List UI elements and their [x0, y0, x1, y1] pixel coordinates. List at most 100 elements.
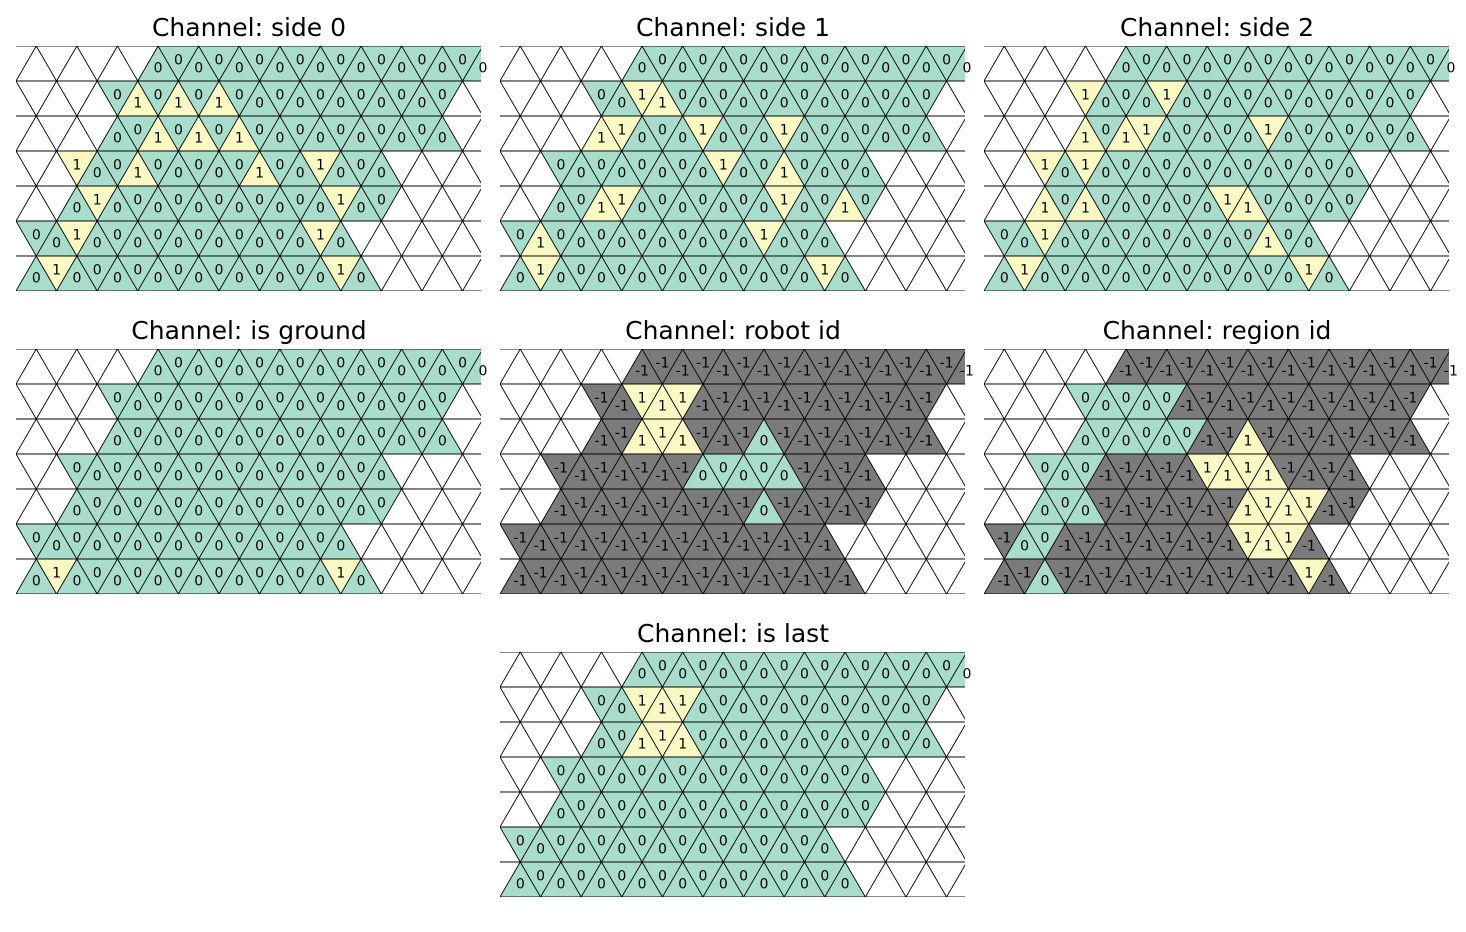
cell-value-label: 0: [902, 122, 911, 138]
cell-value-label: 0: [1264, 166, 1273, 182]
cell-value-label: -1: [798, 364, 812, 380]
cell-value-label: -1: [1322, 390, 1336, 406]
cell-value-label: -1: [798, 390, 812, 406]
cell-value-label: 0: [397, 87, 406, 103]
cell-value-label: 0: [800, 61, 809, 77]
cell-value-label: 0: [638, 667, 647, 683]
cell-value-label: 0: [133, 425, 142, 441]
cell-value-label: 0: [699, 469, 708, 485]
cell-value-label: 0: [72, 530, 81, 546]
cell-value-label: 0: [1446, 61, 1455, 77]
cell-value-label: 0: [556, 833, 565, 849]
cell-value-label: 0: [719, 271, 728, 287]
empty-triangle-cell: [1451, 81, 1466, 116]
empty-triangle-cell: [439, 757, 480, 792]
cell-value-label: 0: [215, 355, 224, 371]
cell-value-label: 0: [861, 166, 870, 182]
cell-value-label: 0: [759, 667, 768, 683]
cell-value-label: 0: [296, 355, 305, 371]
cell-value-label: 0: [759, 434, 768, 450]
cell-value-label: 0: [638, 157, 647, 173]
cell-value-label: 0: [1243, 157, 1252, 173]
cell-value-label: 0: [438, 61, 447, 77]
cell-value-label: -1: [1180, 539, 1194, 555]
cell-value-label: 0: [577, 166, 586, 182]
cell-value-label: 0: [1162, 434, 1171, 450]
cell-value-label: 0: [438, 364, 447, 380]
cell-value-label: -1: [1180, 355, 1194, 371]
cell-value-label: -1: [838, 390, 852, 406]
cell-value-label: 1: [597, 201, 606, 217]
cell-value-label: 0: [658, 122, 667, 138]
cell-value-label: 0: [820, 868, 829, 884]
cell-value-label: -1: [838, 460, 852, 476]
cell-value-label: 0: [174, 565, 183, 581]
empty-triangle-cell: [1429, 523, 1449, 557]
cell-value-label: 0: [154, 460, 163, 476]
cell-value-label: 0: [235, 61, 244, 77]
empty-triangle-cell: [16, 150, 17, 152]
cell-value-label: -1: [696, 539, 710, 555]
cell-value-label: 0: [516, 833, 525, 849]
cell-value-label: -1: [1160, 574, 1174, 590]
cell-value-label: 0: [861, 772, 870, 788]
cell-value-label: 0: [678, 763, 687, 779]
cell-value-label: 0: [235, 504, 244, 520]
cell-value-label: -1: [595, 434, 609, 450]
cell-value-label: -1: [818, 355, 832, 371]
cell-value-label: 1: [336, 262, 345, 278]
cell-value-label: -1: [1403, 390, 1417, 406]
cell-value-label: 1: [93, 192, 102, 208]
cell-value-label: 0: [861, 96, 870, 112]
cell-value-label: 0: [255, 399, 264, 415]
cell-value-label: 0: [316, 61, 325, 77]
cell-value-label: 0: [780, 469, 789, 485]
cell-value-label: 0: [154, 390, 163, 406]
cell-value-label: -1: [1221, 495, 1235, 511]
cell-value-label: 0: [215, 469, 224, 485]
cell-value-label: 0: [1061, 192, 1070, 208]
cell-value-label: 0: [820, 122, 829, 138]
cell-value-label: 0: [699, 52, 708, 68]
cell-value-label: -1: [1119, 530, 1133, 546]
cell-value-label: 0: [1365, 61, 1374, 77]
cell-value-label: -1: [879, 434, 893, 450]
cell-value-label: -1: [1221, 355, 1235, 371]
cell-value-label: 1: [1304, 262, 1313, 278]
cell-value-label: 0: [316, 434, 325, 450]
cell-value-label: 0: [154, 87, 163, 103]
cell-value-label: 0: [235, 364, 244, 380]
cell-value-label: 0: [316, 530, 325, 546]
cell-value-label: 1: [1081, 157, 1090, 173]
cell-value-label: -1: [1383, 425, 1397, 441]
cell-value-label: 0: [215, 425, 224, 441]
cell-value-label: -1: [635, 504, 649, 520]
cell-value-label: -1: [1322, 460, 1336, 476]
cell-value-label: 0: [780, 236, 789, 252]
cell-value-label: 0: [93, 166, 102, 182]
cell-value-label: -1: [997, 574, 1011, 590]
cell-value-label: 0: [1020, 236, 1029, 252]
cell-value-label: 1: [1020, 262, 1029, 278]
cell-value-label: 0: [255, 262, 264, 278]
cell-value-label: 1: [194, 131, 203, 147]
cell-value-label: 0: [780, 52, 789, 68]
cell-value-label: 0: [357, 574, 366, 590]
cell-value-label: 1: [678, 434, 687, 450]
cell-value-label: -1: [1160, 530, 1174, 546]
cell-value-label: 0: [336, 122, 345, 138]
cell-value-label: -1: [513, 530, 527, 546]
cell-value-label: 0: [922, 693, 931, 709]
cell-value-label: 0: [1345, 122, 1354, 138]
cell-value-label: 0: [638, 271, 647, 287]
cell-value-label: 0: [478, 364, 487, 380]
cell-value-label: 0: [1325, 131, 1334, 147]
cell-value-label: 0: [72, 271, 81, 287]
cell-value-label: 0: [719, 131, 728, 147]
panel-region-id: Channel: region id -1-1-1-1-1-1-1-1-1-1-…: [984, 316, 1458, 594]
cell-value-label: 0: [577, 842, 586, 858]
empty-triangle-cell: [1429, 150, 1449, 184]
cell-value-label: -1: [1342, 469, 1356, 485]
cell-value-label: 0: [194, 460, 203, 476]
cell-value-label: 0: [296, 122, 305, 138]
